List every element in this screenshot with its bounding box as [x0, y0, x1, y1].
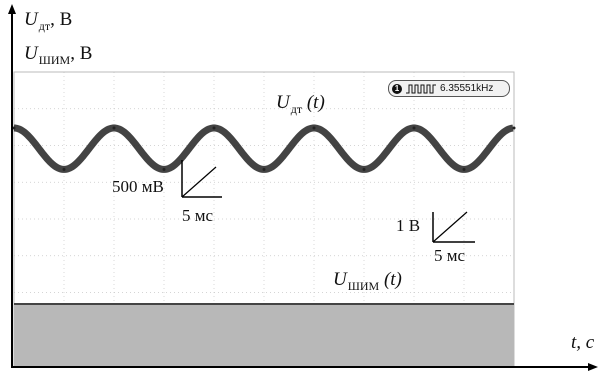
frequency-badge: 1 6.35551kHz [388, 80, 510, 97]
ripple-point [212, 126, 216, 130]
y-axis-arrow [8, 4, 16, 14]
ripple-point [412, 126, 416, 130]
pwm-fill [14, 304, 514, 366]
ripple-point [512, 126, 516, 130]
ripple-point [312, 126, 316, 130]
ripple-point [162, 167, 166, 171]
scale-marker-2-vertical-label: 1 В [396, 216, 421, 235]
y-axis-label: Uдт, В [24, 9, 73, 33]
series-ripple-trace [12, 124, 516, 173]
frequency-readout: 6.35551kHz [440, 83, 494, 94]
axes [8, 4, 598, 371]
ripple-point [462, 167, 466, 171]
scale-marker-1-vertical-label: 500 мВ [112, 177, 164, 196]
scale-marker-2 [432, 211, 475, 243]
ripple-point [12, 126, 16, 130]
pulse-wave-icon [406, 84, 436, 93]
ripple-point [112, 126, 116, 130]
scale-marker-1-horizontal-label: 5 мс [182, 206, 214, 225]
ripple-point [62, 167, 66, 171]
x-axis-arrow [588, 363, 598, 371]
ripple-line [13, 124, 514, 173]
series-label-pwm: UШИМ (t) [333, 269, 402, 293]
x-axis-label: t, c [571, 332, 595, 353]
scale-marker-1 [181, 160, 222, 198]
series-pwm-trace [14, 303, 514, 366]
scale-marker-2-horizontal-label: 5 мс [434, 246, 466, 265]
ripple-point [262, 167, 266, 171]
series-label-ripple: Uдт (t) [276, 92, 325, 116]
y-axis-label-2: UШИМ, В [24, 43, 93, 67]
channel-icon: 1 [392, 83, 402, 94]
ripple-point [362, 167, 366, 171]
